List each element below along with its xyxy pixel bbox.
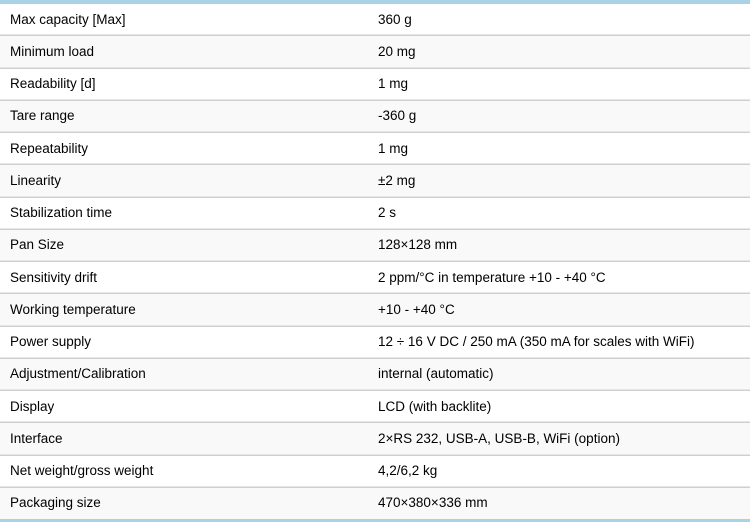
table-row: Stabilization time 2 s: [0, 197, 750, 230]
spec-label: Repeatability: [10, 140, 89, 156]
spec-label: Packaging size: [10, 495, 101, 511]
table-row: Display LCD (with backlite): [0, 391, 750, 424]
table-row: Repeatability 1 mg: [0, 133, 750, 166]
table-row: Tare range -360 g: [0, 100, 750, 133]
spec-value: +10 - +40 °C: [378, 301, 455, 317]
spec-value: 2 ppm/°C in temperature +10 - +40 °C: [378, 269, 606, 285]
table-row: Readability [d] 1 mg: [0, 68, 750, 101]
table-row: Minimum load 20 mg: [0, 36, 750, 69]
spec-label: Linearity: [10, 172, 62, 188]
spec-value: 1 mg: [378, 140, 409, 156]
table-row: Net weight/gross weight 4,2/6,2 kg: [0, 455, 750, 488]
table-row: Working temperature +10 - +40 °C: [0, 294, 750, 327]
spec-value: LCD (with backlite): [378, 398, 492, 414]
spec-value: 360 g: [378, 11, 412, 27]
spec-label: Power supply: [10, 334, 92, 350]
spec-label: Readability [d]: [10, 76, 96, 92]
spec-label: Interface: [10, 430, 63, 446]
table-row: Packaging size 470×380×336 mm: [0, 487, 750, 519]
spec-value: 20 mg: [378, 43, 416, 59]
spec-value: 470×380×336 mm: [378, 495, 488, 511]
spec-value: 2×RS 232, USB-A, USB-B, WiFi (option): [378, 430, 620, 446]
spec-label: Stabilization time: [10, 205, 113, 221]
table-row: Pan Size 128×128 mm: [0, 229, 750, 262]
spec-label: Tare range: [10, 108, 75, 124]
spec-label: Net weight/gross weight: [10, 463, 154, 479]
spec-label: Adjustment/Calibration: [10, 366, 146, 382]
spec-value: 4,2/6,2 kg: [378, 463, 438, 479]
spec-value: 1 mg: [378, 76, 409, 92]
spec-label: Sensitivity drift: [10, 269, 98, 285]
table-row: Power supply 12 ÷ 16 V DC / 250 mA (350 …: [0, 326, 750, 359]
spec-value: -360 g: [378, 108, 417, 124]
table-row: Interface 2×RS 232, USB-A, USB-B, WiFi (…: [0, 423, 750, 456]
spec-value: ±2 mg: [378, 172, 416, 188]
spec-label: Working temperature: [10, 301, 136, 317]
spec-label: Max capacity [Max]: [10, 11, 126, 27]
spec-label: Display: [10, 398, 55, 414]
spec-value: 128×128 mm: [378, 237, 458, 253]
spec-value: 2 s: [378, 205, 397, 221]
table-row: Adjustment/Calibration internal (automat…: [0, 358, 750, 391]
spec-value: 12 ÷ 16 V DC / 250 mA (350 mA for scales…: [378, 334, 695, 350]
table-row: Sensitivity drift 2 ppm/°C in temperatur…: [0, 262, 750, 295]
spec-label: Pan Size: [10, 237, 65, 253]
spec-value: internal (automatic): [378, 366, 494, 382]
spec-label: Minimum load: [10, 43, 95, 59]
table-row: Linearity ±2 mg: [0, 165, 750, 198]
table-row: Max capacity [Max] 360 g: [0, 4, 750, 37]
